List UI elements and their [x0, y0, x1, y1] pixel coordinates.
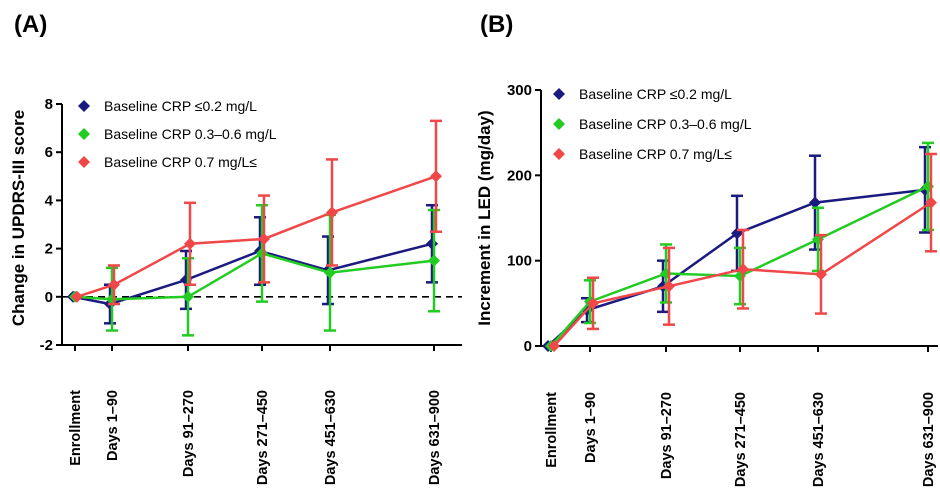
- x-tick-label: Days 631–900: [427, 390, 443, 485]
- y-tick-label: 300: [507, 82, 532, 99]
- series-line: [74, 252, 435, 301]
- y-tick-label: 0: [524, 338, 532, 355]
- data-point: [71, 290, 83, 303]
- legend-label: Baseline CRP 0.7 mg/L≤: [579, 146, 732, 162]
- series-line: [72, 242, 433, 306]
- data-point: [184, 237, 196, 250]
- y-tick-label: 6: [45, 144, 53, 161]
- data-point: [925, 196, 937, 209]
- y-axis-title: Change in UPDRS-III score: [9, 110, 28, 326]
- data-point: [324, 266, 336, 279]
- legend-marker: [553, 148, 565, 160]
- panel-label: (B): [480, 11, 513, 38]
- panel-1: (B) Increment in LED (mg/day) 0 100 200 300 En…: [475, 11, 938, 487]
- legend-marker: [78, 128, 90, 140]
- data-point: [108, 278, 120, 291]
- x-tick-label: Days 271–450: [733, 392, 749, 487]
- legend-label: Baseline CRP ≤0.2 mg/L: [579, 86, 732, 102]
- x-tick-label: Enrollment: [68, 390, 84, 466]
- legend-marker: [553, 88, 565, 100]
- panel-label: (A): [14, 11, 47, 38]
- x-tick-label: Days 631–900: [921, 392, 937, 487]
- data-point: [548, 340, 560, 352]
- legend-marker: [78, 100, 90, 112]
- data-point: [426, 237, 438, 250]
- data-point: [663, 280, 675, 293]
- data-point: [430, 170, 442, 183]
- data-point: [587, 297, 599, 310]
- series-line: [550, 185, 929, 347]
- series-line: [76, 175, 437, 298]
- data-point: [428, 254, 440, 267]
- panel-0: (A) Change in UPDRS-III score -2 0 2 4 6 8 Enrol…: [9, 11, 462, 485]
- legend-marker: [553, 118, 565, 130]
- series-1: [545, 141, 934, 352]
- y-tick-label: 200: [507, 167, 532, 184]
- legend-label: Baseline CRP 0.7 mg/L≤: [104, 154, 257, 170]
- y-tick-label: 8: [45, 96, 53, 113]
- x-tick-label: Days 91–270: [659, 392, 675, 479]
- legend-marker: [78, 156, 90, 168]
- series-0: [542, 145, 931, 352]
- x-tick-label: Days 451–630: [811, 392, 827, 487]
- legend: Baseline CRP ≤0.2 mg/L Baseline CRP 0.3–0…: [553, 86, 752, 162]
- y-tick-label: 100: [507, 253, 532, 270]
- x-tick-label: Days 1–90: [583, 392, 599, 463]
- y-tick-label: 4: [45, 192, 54, 209]
- series-1: [69, 203, 440, 337]
- series-line: [553, 201, 932, 347]
- y-tick-label: -2: [40, 337, 53, 354]
- x-tick-label: Days 1–90: [105, 390, 121, 461]
- x-tick-label: Enrollment: [544, 392, 560, 468]
- series-2: [548, 152, 937, 352]
- data-point: [326, 206, 338, 219]
- legend: Baseline CRP ≤0.2 mg/L Baseline CRP 0.3–0…: [78, 98, 277, 170]
- series-2: [71, 119, 442, 306]
- y-axis-title: Increment in LED (mg/day): [475, 110, 494, 325]
- series-0: [67, 203, 438, 325]
- x-tick-label: Days 271–450: [255, 390, 271, 485]
- y-tick-label: 0: [45, 289, 53, 306]
- x-tick-label: Days 91–270: [181, 390, 197, 477]
- legend-label: Baseline CRP 0.3–0.6 mg/L: [104, 126, 277, 142]
- legend-label: Baseline CRP ≤0.2 mg/L: [104, 98, 257, 114]
- data-point: [809, 196, 821, 209]
- x-tick-label: Days 451–630: [323, 390, 339, 485]
- data-point: [258, 232, 270, 245]
- legend-label: Baseline CRP 0.3–0.6 mg/L: [579, 116, 752, 132]
- data-point: [815, 268, 827, 281]
- data-point: [737, 263, 749, 276]
- y-tick-label: 2: [45, 241, 53, 258]
- data-point: [182, 290, 194, 303]
